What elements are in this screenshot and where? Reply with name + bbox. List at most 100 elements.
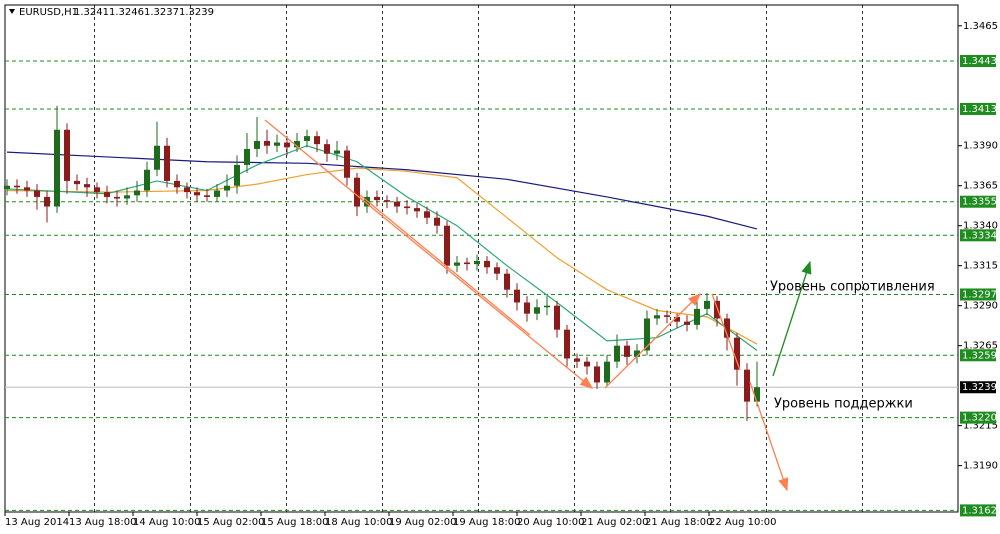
level-label: 1.3334 — [962, 230, 997, 241]
current-price-box — [960, 381, 996, 394]
candle-body — [624, 345, 630, 357]
candle-body — [144, 169, 150, 191]
trend-line — [711, 293, 741, 371]
candle-body — [174, 180, 180, 188]
candle-body — [214, 190, 220, 197]
level-label-box — [960, 102, 996, 115]
x-tick-label: 19 Aug 02:00 — [389, 517, 456, 528]
candle-body — [284, 142, 290, 148]
x-tick-label: 22 Aug 10:00 — [709, 517, 776, 528]
candle-body — [24, 187, 30, 191]
menu-icon[interactable] — [9, 9, 15, 14]
level-label: 1.3297 — [962, 289, 997, 300]
candle-body — [354, 177, 360, 207]
candle-body — [114, 196, 120, 199]
x-tick-label: 19 Aug 18:00 — [453, 517, 520, 528]
candle-body — [4, 185, 10, 189]
x-tick-label: 14 Aug 10:00 — [133, 517, 200, 528]
candle-body — [614, 345, 620, 362]
candle-body — [584, 361, 590, 367]
candle-body — [364, 196, 370, 207]
trend-line — [264, 119, 594, 389]
x-tick-label: 21 Aug 18:00 — [645, 517, 712, 528]
candle-body — [514, 289, 520, 303]
candle-body — [564, 329, 570, 359]
trend-line — [359, 194, 531, 336]
y-tick-label: 1.3265 — [963, 341, 998, 352]
candle-body — [714, 300, 720, 319]
plot-frame — [4, 4, 959, 513]
header-high: 1.3246 — [109, 7, 144, 18]
y-tick-label: 1.3290 — [963, 301, 998, 312]
candle-body — [484, 260, 490, 268]
candle-body — [754, 387, 760, 402]
candle-body — [474, 260, 480, 265]
y-tick-label: 1.3215 — [963, 421, 998, 432]
symbol: EURUSD,H1 — [19, 7, 78, 18]
x-tick-label: 18 Aug 10:00 — [325, 517, 392, 528]
candle-body — [524, 302, 530, 314]
x-tick-label: 13 Aug 2014 — [5, 517, 69, 528]
candle-body — [744, 369, 750, 402]
level-label-box — [960, 504, 996, 517]
candle-body — [274, 142, 280, 146]
level-label: 1.3355 — [962, 197, 997, 208]
candle-body — [544, 305, 550, 308]
y-tick-label: 1.3365 — [963, 181, 998, 192]
header-open: 1.3241 — [74, 7, 109, 18]
candle-body — [664, 315, 670, 317]
up-arrow — [772, 260, 812, 377]
candle-body — [594, 366, 600, 383]
candle-body — [14, 185, 20, 188]
x-tick-label: 15 Aug 18:00 — [261, 517, 328, 528]
level-label-box — [960, 54, 996, 67]
trend-line — [604, 293, 701, 389]
header-low: 1.3237 — [144, 7, 179, 18]
candle-body — [394, 201, 400, 207]
level-label-box — [960, 288, 996, 301]
candle-body — [154, 145, 160, 170]
level-label-box — [960, 411, 996, 424]
candle-body — [684, 321, 690, 325]
candle-body — [654, 315, 660, 319]
annotation: Уровень сопротивления — [770, 280, 935, 295]
candle-body — [124, 195, 130, 199]
x-tick-label: 21 Aug 02:00 — [581, 517, 648, 528]
candle-body — [374, 196, 380, 201]
candle-body — [34, 190, 40, 197]
candle-body — [294, 140, 300, 148]
y-tick-label: 1.3390 — [963, 141, 998, 152]
candle-body — [344, 150, 350, 178]
candle-body — [164, 145, 170, 181]
candle-body — [634, 350, 640, 357]
candle-body — [184, 187, 190, 193]
candle-body — [554, 305, 560, 330]
candle-body — [74, 180, 80, 185]
candle-body — [734, 337, 740, 370]
level-label: 1.3443 — [962, 56, 997, 67]
candle-body — [444, 225, 450, 266]
level-label: 1.3162 — [962, 505, 997, 516]
candle-body — [404, 206, 410, 209]
level-label: 1.3413 — [962, 104, 997, 115]
y-tick-label: 1.3340 — [963, 221, 998, 232]
x-tick-label: 20 Aug 10:00 — [517, 517, 584, 528]
candle-body — [704, 300, 710, 309]
candle-body — [54, 129, 60, 207]
candle-body — [534, 307, 540, 314]
candle-body — [134, 190, 140, 196]
moving-average — [6, 145, 758, 351]
moving-averages — [6, 145, 758, 351]
header-close: 1.3239 — [179, 7, 214, 18]
candle-body — [324, 144, 330, 154]
candle-body — [254, 140, 260, 149]
candle-body — [94, 187, 100, 193]
down-arrow — [749, 381, 789, 492]
candle-body — [64, 129, 70, 181]
y-tick-label: 1.3190 — [963, 461, 998, 472]
level-label-box — [960, 229, 996, 242]
candle-body — [724, 318, 730, 338]
candle-body — [304, 136, 310, 141]
candle-body — [694, 308, 700, 325]
